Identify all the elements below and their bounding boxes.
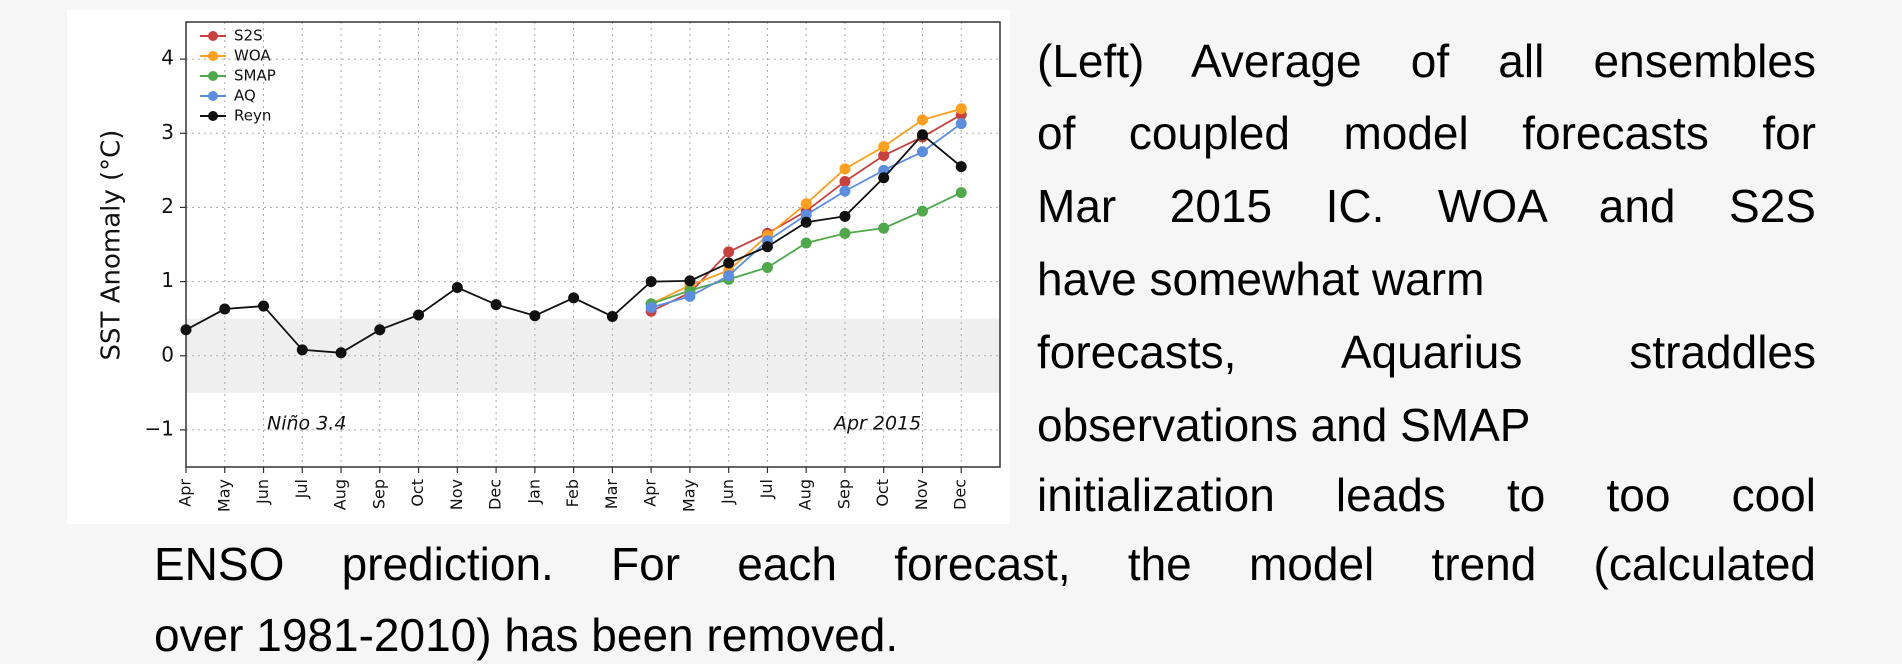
x-tick-label: Dec — [486, 479, 505, 510]
data-point — [955, 103, 967, 115]
legend-label: Reyn — [234, 107, 271, 125]
data-point — [684, 275, 696, 287]
data-point — [839, 227, 851, 239]
x-tick-label: Nov — [447, 479, 466, 510]
legend-label: SMAP — [234, 67, 276, 85]
plot-frame — [185, 21, 1001, 468]
data-point — [800, 198, 812, 210]
data-point — [219, 303, 231, 315]
data-point — [568, 292, 580, 304]
x-tick-label: Dec — [951, 479, 970, 510]
y-tick-label: 3 — [161, 120, 174, 144]
data-point — [839, 210, 851, 222]
data-point — [916, 146, 928, 158]
data-point — [916, 205, 928, 217]
x-tick-label: Feb — [563, 479, 582, 507]
data-point — [374, 324, 386, 336]
caption-line: (Left) Average of all ensembles — [1037, 35, 1816, 87]
caption-line: forecasts, Aquarius straddles — [1037, 326, 1816, 378]
x-tick-label: Jul — [292, 479, 311, 499]
caption-line: Mar 2015 IC. WOA and S2S — [1037, 180, 1816, 232]
data-point — [451, 282, 463, 294]
x-tick-label: Apr — [641, 479, 660, 507]
legend-marker — [208, 91, 218, 101]
data-point — [878, 222, 890, 234]
annotation: Niño 3.4 — [267, 413, 346, 435]
x-tick-label: Oct — [873, 479, 892, 507]
x-tick-label: Jul — [757, 479, 776, 499]
data-point — [839, 185, 851, 197]
caption-line: observations and SMAP — [1037, 399, 1531, 451]
x-tick-label: Aug — [796, 479, 815, 510]
data-point — [878, 141, 890, 153]
data-point — [413, 309, 425, 321]
caption-line: initialization leads to too cool — [1037, 469, 1816, 521]
y-tick-label: 1 — [161, 268, 174, 292]
data-point — [723, 246, 735, 258]
data-point — [761, 261, 773, 273]
data-point — [645, 302, 657, 314]
data-point — [335, 347, 347, 359]
data-point — [296, 344, 308, 356]
legend-marker — [208, 51, 218, 61]
data-point — [723, 270, 735, 282]
data-point — [955, 118, 967, 130]
legend-marker — [208, 111, 218, 121]
data-point — [761, 241, 773, 253]
x-tick-label: Mar — [602, 479, 621, 510]
caption-line: have somewhat warm — [1037, 253, 1485, 305]
x-tick-label: Aug — [331, 479, 350, 510]
data-point — [529, 310, 541, 322]
data-point — [800, 237, 812, 249]
data-point — [490, 299, 502, 311]
legend-label: WOA — [234, 47, 271, 65]
legend-label: S2S — [234, 27, 263, 45]
y-tick-label: 2 — [161, 194, 174, 218]
x-tick-label: Oct — [408, 479, 427, 507]
x-tick-label: May — [679, 479, 698, 512]
legend-marker — [208, 71, 218, 81]
data-point — [258, 300, 270, 312]
x-tick-label: Apr — [176, 479, 195, 507]
x-tick-label: Jun — [253, 479, 272, 505]
data-point — [723, 257, 735, 269]
data-point — [606, 310, 618, 322]
x-tick-label: Jan — [524, 479, 543, 505]
x-tick-label: Sep — [369, 479, 388, 509]
data-point — [916, 129, 928, 141]
data-point — [684, 290, 696, 302]
data-point — [878, 172, 890, 184]
legend-marker — [208, 31, 218, 41]
data-point — [955, 161, 967, 173]
caption-line: of coupled model forecasts for — [1037, 107, 1816, 159]
x-tick-label: Sep — [834, 479, 853, 509]
data-point — [839, 175, 851, 187]
caption-line: over 1981-2010) has been removed. — [154, 609, 899, 661]
data-point — [916, 114, 928, 126]
caption-line: ENSO prediction. For each forecast, the … — [154, 538, 1816, 590]
x-tick-label: May — [214, 479, 233, 512]
legend-label: AQ — [234, 87, 256, 105]
chart-background — [67, 10, 1010, 524]
y-tick-label: 0 — [161, 342, 174, 366]
data-point — [180, 324, 192, 336]
data-point — [839, 163, 851, 175]
data-point — [645, 276, 657, 288]
x-tick-label: Nov — [912, 479, 931, 510]
y-tick-label: −1 — [145, 416, 174, 440]
x-tick-label: Jun — [718, 479, 737, 505]
data-point — [800, 216, 812, 228]
y-tick-label: 4 — [161, 46, 174, 70]
data-point — [955, 187, 967, 199]
y-axis-label: SST Anomaly (°C) — [97, 130, 127, 361]
annotation: Apr 2015 — [832, 413, 921, 435]
